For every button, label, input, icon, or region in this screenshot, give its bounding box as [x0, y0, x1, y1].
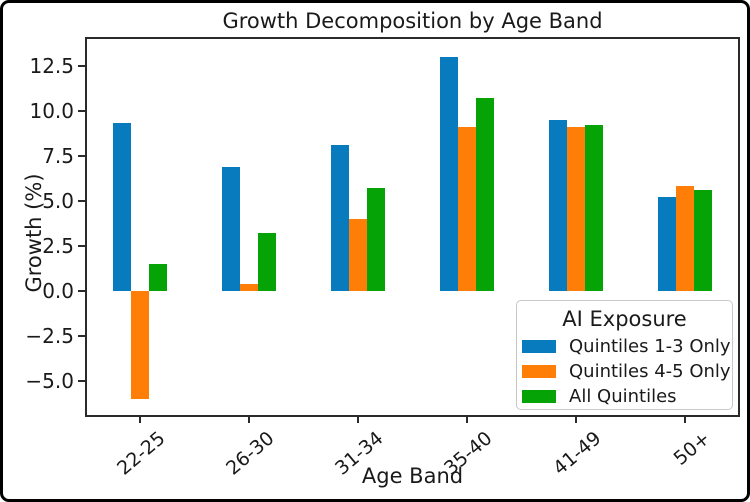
chart-bar-s1-c0: [130, 290, 149, 399]
x-tick-mark: [466, 417, 469, 423]
legend: AI Exposure Quintiles 1-3 Only Quintiles …: [516, 300, 733, 410]
x-tick-mark: [575, 417, 578, 423]
y-tick-mark: [78, 109, 85, 112]
y-tick-label: −2.5: [25, 323, 74, 348]
chart-bar-s0-c3: [440, 56, 459, 291]
plot-area: [85, 37, 740, 417]
legend-item-label: Quintiles 1-3 Only: [569, 336, 731, 357]
y-tick-label: 7.5: [42, 143, 74, 168]
chart-bar-s1-c1: [239, 283, 258, 291]
x-tick-mark: [247, 417, 250, 423]
chart-bar-s2-c5: [694, 190, 713, 291]
x-axis-label: Age Band: [361, 464, 464, 488]
y-tick-label: 12.5: [29, 53, 74, 78]
legend-item: All Quintiles: [517, 384, 732, 409]
y-tick-label: 2.5: [42, 233, 74, 258]
y-tick-mark: [78, 199, 85, 202]
legend-item: Quintiles 4-5 Only: [517, 359, 732, 384]
chart-bar-s2-c1: [257, 233, 276, 291]
y-tick-label: 5.0: [42, 188, 74, 213]
chart-bar-s0-c5: [658, 197, 677, 291]
chart-bar-s0-c2: [330, 145, 349, 291]
chart-bar-s2-c2: [366, 188, 385, 291]
y-tick-mark: [78, 64, 85, 67]
y-tick-label: −5.0: [25, 368, 74, 393]
legend-items: Quintiles 1-3 Only Quintiles 4-5 Only All …: [517, 334, 732, 409]
legend-item: Quintiles 1-3 Only: [517, 334, 732, 359]
chart-bar-s0-c1: [221, 166, 240, 291]
chart-bar-s1-c5: [676, 186, 695, 291]
chart-bar-s2-c3: [476, 98, 495, 291]
legend-item-label: All Quintiles: [569, 386, 677, 407]
y-tick-mark: [78, 289, 85, 292]
legend-swatch-icon: [522, 390, 556, 403]
legend-title: AI Exposure: [562, 307, 687, 331]
legend-swatch-icon: [522, 365, 556, 378]
chart-title: Growth Decomposition by Age Band: [222, 9, 603, 33]
chart-bar-s2-c4: [585, 125, 604, 291]
y-tick-label: 10.0: [29, 98, 74, 123]
y-tick-mark: [78, 154, 85, 157]
x-tick-mark: [356, 417, 359, 423]
chart-bar-s1-c3: [458, 127, 477, 291]
chart-bar-s0-c4: [549, 119, 568, 291]
x-tick-mark: [684, 417, 687, 423]
chart-bar-s2-c0: [148, 263, 167, 291]
legend-item-label: Quintiles 4-5 Only: [569, 361, 731, 382]
chart-bar-s1-c2: [348, 218, 367, 291]
y-tick-mark: [78, 334, 85, 337]
legend-swatch-icon: [522, 340, 556, 353]
x-tick-mark: [138, 417, 141, 423]
y-tick-label: 0.0: [42, 278, 74, 303]
y-tick-mark: [78, 244, 85, 247]
chart-bar-s0-c0: [112, 123, 131, 291]
chart-bar-s1-c4: [567, 127, 586, 291]
y-tick-mark: [78, 379, 85, 382]
